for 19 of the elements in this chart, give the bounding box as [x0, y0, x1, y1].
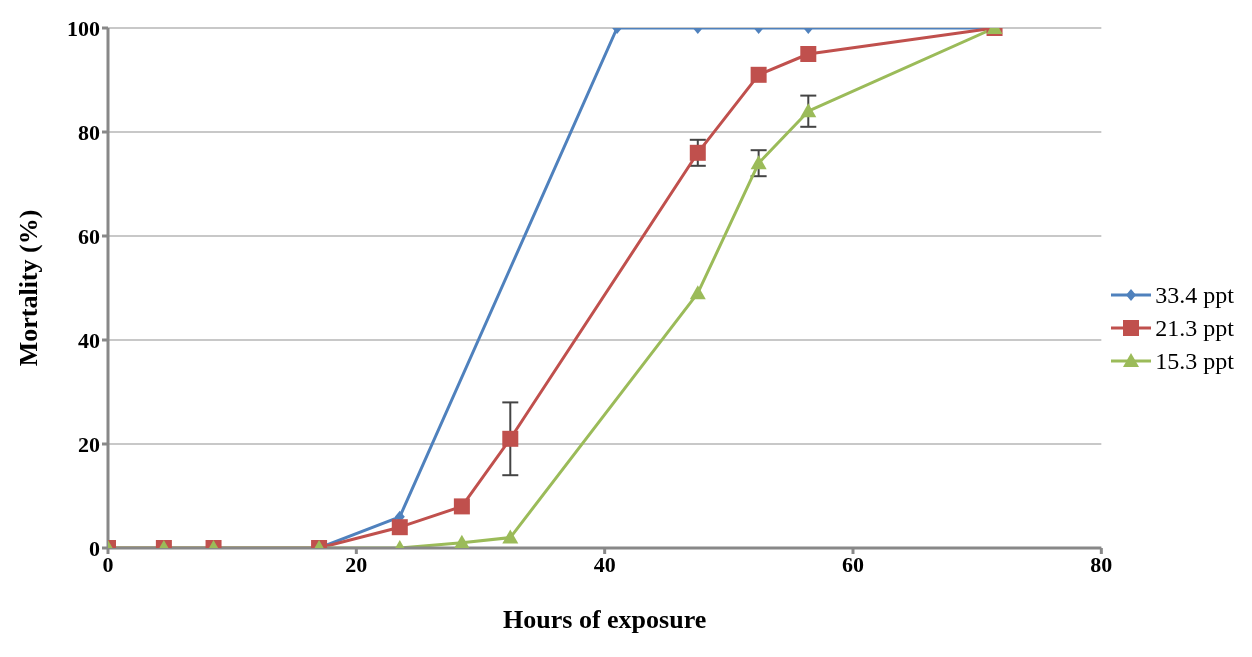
point	[689, 285, 706, 300]
y-tick-label: 40	[78, 327, 100, 353]
y-tick-label: 20	[78, 431, 100, 457]
x-tick-label: 20	[345, 551, 368, 577]
y-axis-title: Mortality (%)	[14, 209, 44, 367]
x-tick-label: 40	[593, 551, 616, 577]
point	[689, 144, 706, 161]
y-tick-label: 0	[89, 535, 100, 561]
legend-label: 33.4 ppt	[1155, 281, 1234, 309]
point	[750, 155, 767, 170]
x-axis-title: Hours of exposure	[503, 605, 707, 634]
y-tick-label: 60	[78, 223, 100, 249]
legend-label: 15.3 ppt	[1155, 347, 1234, 375]
y-tick-label: 80	[78, 119, 100, 145]
x-tick-label: 60	[842, 551, 864, 577]
legend-label: 21.3 ppt	[1155, 314, 1234, 342]
y-tick-label: 100	[67, 15, 100, 41]
x-tick-label: 80	[1090, 551, 1113, 577]
point	[453, 534, 470, 548]
